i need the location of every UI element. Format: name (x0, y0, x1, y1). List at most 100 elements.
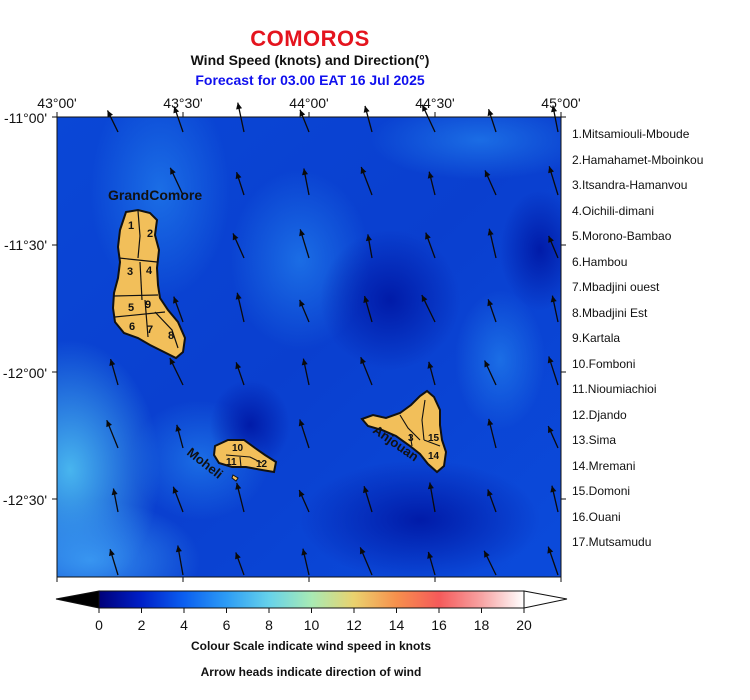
arrow-caption: Arrow heads indicate direction of wind (200, 665, 422, 679)
wind-arrow (235, 292, 245, 323)
legend-item: 12.Djando (572, 407, 627, 422)
axis-ticks (52, 112, 566, 582)
wind-arrow (302, 168, 310, 196)
legend-item: 11.Nioumiachioi (572, 382, 657, 396)
wind-arrow (427, 551, 436, 576)
colorbar-tick-label: 6 (222, 617, 231, 633)
wind-arrow (363, 485, 373, 513)
wind-arrow (421, 104, 436, 133)
wind-arrow (235, 482, 245, 513)
wind-arrow (109, 358, 119, 386)
label-grand-comore: GrandComore (108, 187, 202, 203)
island-moheli (212, 439, 278, 482)
legend-item: 4.Oichili-dimani (572, 203, 655, 218)
legend-item: 3.Itsandra-Hamanvou (572, 178, 688, 192)
wind-arrows (106, 102, 559, 576)
wind-arrow (363, 105, 373, 133)
map-subtitle: Wind Speed (knots) and Direction(°) (190, 52, 430, 68)
wind-arrow (235, 362, 245, 386)
district-number-3: 3 (127, 266, 133, 278)
wind-arrow (301, 358, 310, 386)
wind-arrow (427, 171, 436, 196)
lat-label-12-30: -12°30' (2, 492, 47, 508)
colorbar-tick-label: 20 (516, 617, 532, 633)
colorbar-tick-label: 0 (95, 617, 103, 633)
district-number-7: 7 (147, 324, 153, 336)
wind-arrow (487, 489, 497, 513)
island-grand-comore (111, 208, 187, 360)
wind-arrow (169, 357, 184, 386)
wind-arrow (487, 299, 497, 323)
wind-arrow (299, 109, 310, 133)
district-number-15: 15 (428, 433, 440, 444)
district-number-10: 10 (232, 443, 244, 454)
colorbar-tick-label: 16 (431, 617, 447, 633)
colorbar-ramp (98, 590, 525, 609)
legend-item: 2.Hamahamet-Mboinkou (572, 152, 704, 167)
island-anjouan (360, 389, 448, 474)
wind-arrow (547, 356, 559, 386)
wind-arrow (106, 419, 119, 449)
legend-item: 9.Kartala (572, 331, 621, 345)
wind-arrow (236, 102, 245, 133)
wind-arrow (550, 485, 559, 513)
legend-item: 10.Fomboni (572, 356, 636, 371)
district-number-9: 9 (145, 299, 151, 311)
district-number-1: 1 (128, 220, 134, 232)
wind-arrow (363, 295, 373, 323)
wind-arrow (427, 361, 436, 386)
wind-arrow (106, 110, 119, 133)
district-number-13: 3 (408, 433, 414, 444)
lon-label-43-30: 43°30' (163, 95, 203, 111)
colorbar-tick-label: 10 (303, 617, 320, 633)
colorbar-high-triangle (523, 590, 568, 609)
district-number-11: 11 (226, 457, 237, 468)
wind-arrow (299, 299, 310, 323)
legend-item: 13.Sima (572, 433, 617, 447)
colorbar-caption: Colour Scale indicate wind speed in knot… (190, 639, 432, 653)
colorbar-tick-label: 4 (180, 617, 188, 633)
colorbar-tick-label: 12 (346, 617, 362, 633)
legend-item: 17.Mutsamudu (572, 535, 652, 549)
map-title: COMOROS (250, 26, 370, 51)
wind-arrow (548, 235, 559, 259)
wind-arrow (427, 482, 436, 513)
wind-arrow (550, 295, 559, 323)
wind-arrow (109, 548, 119, 576)
colorbar (55, 590, 568, 613)
wind-arrow (548, 166, 559, 196)
wind-arrow (173, 106, 184, 133)
wind-arrow (172, 486, 184, 513)
legend-item: 16.Ouani (572, 509, 621, 524)
legend-item: 8.Mbadjini Est (572, 305, 648, 320)
wind-arrow (298, 419, 310, 449)
colorbar-tick-label: 2 (137, 617, 146, 633)
wind-arrow (175, 424, 184, 449)
region-legend: 1.Mitsamiouli-Mboude 2.Hamahamet-Mboinko… (572, 127, 703, 561)
lat-label-11-00: -11°00' (3, 110, 47, 126)
district-number-8: 8 (168, 330, 174, 342)
lat-label-11-30: -11°30' (3, 237, 47, 253)
wind-arrow (360, 166, 373, 196)
wind-arrow (298, 489, 310, 513)
district-number-5: 5 (128, 302, 134, 314)
wind-arrow (365, 234, 373, 259)
district-number-14: 14 (428, 451, 440, 462)
legend-item: 1.Mitsamiouli-Mboude (572, 127, 690, 141)
wind-arrow (487, 108, 497, 133)
colorbar-low-triangle (55, 590, 100, 609)
wind-arrow (484, 360, 497, 386)
colorbar-tick-label: 14 (388, 617, 405, 633)
wind-arrow (235, 171, 245, 196)
forecast-time: Forecast for 03.00 EAT 16 Jul 2025 (195, 72, 425, 88)
wind-arrow (359, 547, 373, 576)
colorbar-tick-label: 18 (473, 617, 490, 633)
wind-arrow (232, 233, 245, 259)
district-number-6: 6 (129, 321, 135, 333)
district-number-12: 12 (256, 459, 268, 470)
wind-arrow (421, 294, 436, 323)
wind-arrow (484, 170, 497, 196)
wind-arrow (487, 418, 497, 449)
wind-arrow (301, 548, 310, 576)
legend-item: 5.Morono-Bambao (572, 229, 672, 243)
